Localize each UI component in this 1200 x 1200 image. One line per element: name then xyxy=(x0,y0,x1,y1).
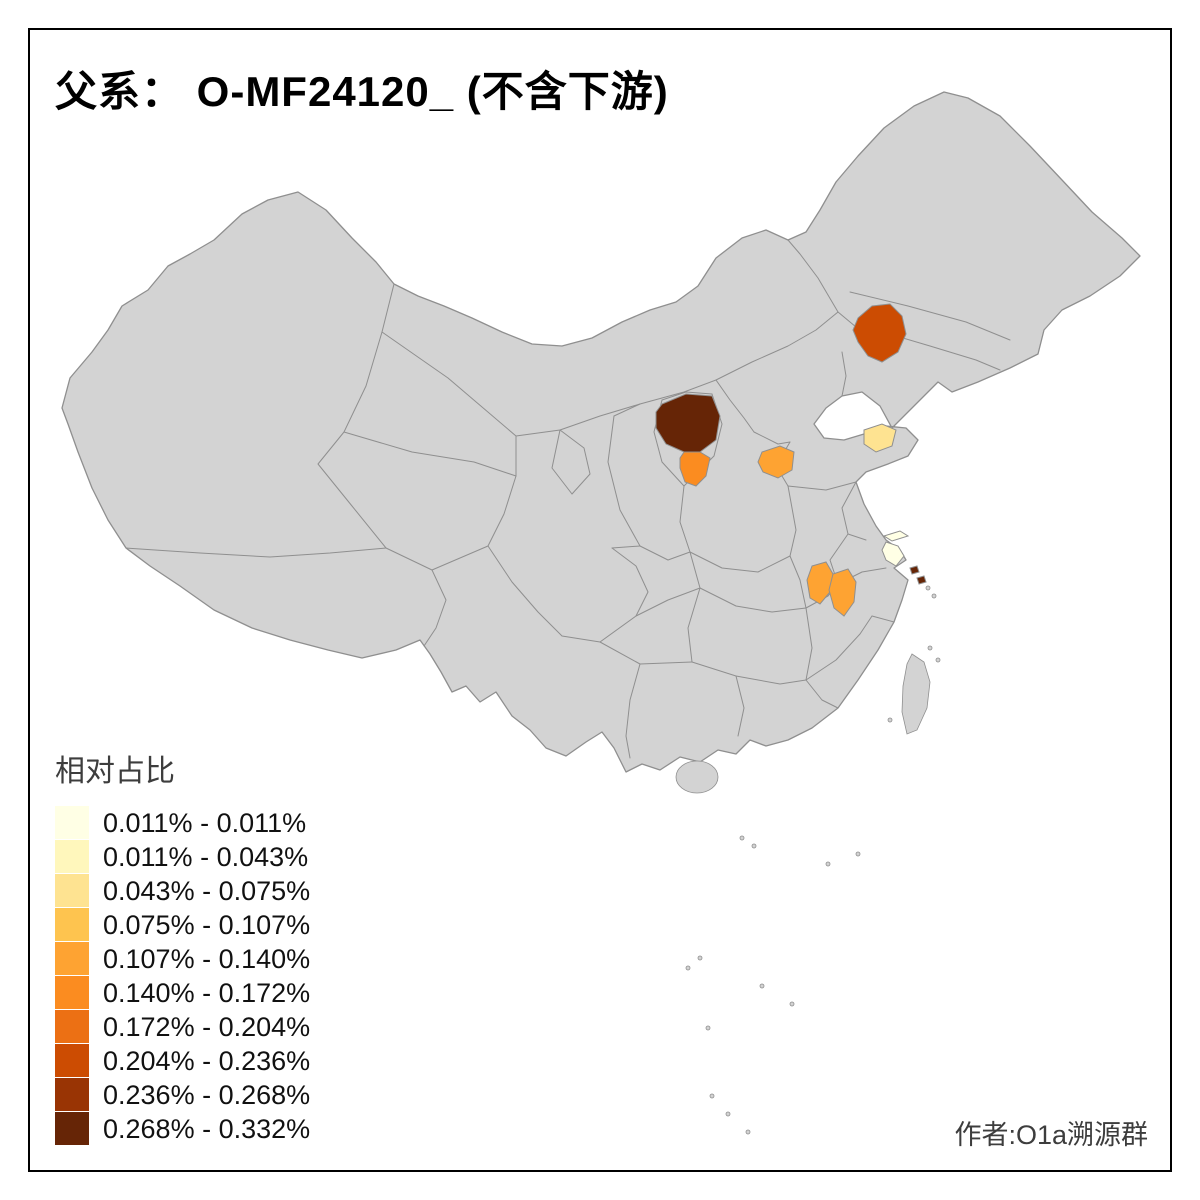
legend-swatch xyxy=(55,942,89,975)
map-region-east-sea-islet-dark-1 xyxy=(909,565,920,575)
legend-swatch xyxy=(55,1078,89,1111)
legend-item: 0.011% - 0.043% xyxy=(55,840,310,874)
legend: 相对占比 0.011% - 0.011% 0.011% - 0.043% 0.043… xyxy=(55,746,310,1146)
legend-swatch xyxy=(55,908,89,941)
legend-item: 0.107% - 0.140% xyxy=(55,942,310,976)
islands xyxy=(675,585,941,1135)
legend-label: 0.107% - 0.140% xyxy=(103,943,311,974)
map-region-mid-yangtze-east xyxy=(828,568,857,617)
legend-item: 0.075% - 0.107% xyxy=(55,908,310,942)
legend-items: 0.011% - 0.011% 0.011% - 0.043% 0.043% - 0… xyxy=(55,806,310,1146)
legend-item: 0.140% - 0.172% xyxy=(55,976,310,1010)
legend-item: 0.043% - 0.075% xyxy=(55,874,310,908)
legend-item: 0.236% - 0.268% xyxy=(55,1078,310,1112)
choropleth-regions xyxy=(655,303,927,617)
legend-label: 0.011% - 0.043% xyxy=(103,841,309,872)
page-title: 父系： O-MF24120_ (不含下游) xyxy=(55,68,669,115)
legend-title: 相对占比 xyxy=(55,755,175,788)
map-region-east-sea-islet-dark-2 xyxy=(916,575,927,585)
legend-swatch xyxy=(55,1112,89,1145)
map-region-north-central-dark xyxy=(655,393,721,453)
map-region-central-plain-orange xyxy=(757,445,795,479)
author-credit: 作者:O1a溯源群 xyxy=(954,1120,1148,1150)
legend-label: 0.172% - 0.204% xyxy=(103,1011,311,1042)
legend-label: 0.204% - 0.236% xyxy=(103,1045,311,1076)
legend-label: 0.236% - 0.268% xyxy=(103,1079,311,1110)
legend-swatch xyxy=(55,874,89,907)
taiwan-island xyxy=(901,653,931,735)
map-region-east-coast-pale xyxy=(881,541,905,567)
legend-swatch xyxy=(55,1010,89,1043)
legend-swatch xyxy=(55,840,89,873)
map-region-east-coast-islet-pale xyxy=(882,530,910,542)
legend-swatch xyxy=(55,806,89,839)
mainland-outline xyxy=(61,91,1141,773)
legend-item: 0.268% - 0.332% xyxy=(55,1112,310,1146)
legend-item: 0.011% - 0.011% xyxy=(55,806,310,840)
hainan-island xyxy=(675,760,719,794)
legend-item: 0.172% - 0.204% xyxy=(55,1010,310,1044)
legend-label: 0.075% - 0.107% xyxy=(103,909,311,940)
legend-item: 0.204% - 0.236% xyxy=(55,1044,310,1078)
legend-label: 0.140% - 0.172% xyxy=(103,977,311,1008)
map-region-north-central-south-tip xyxy=(679,451,711,487)
legend-label: 0.011% - 0.011% xyxy=(103,807,307,838)
legend-label: 0.043% - 0.075% xyxy=(103,875,311,906)
legend-swatch xyxy=(55,1044,89,1077)
legend-swatch xyxy=(55,976,89,1009)
map-region-northeast-rust xyxy=(852,303,907,363)
legend-label: 0.268% - 0.332% xyxy=(103,1113,311,1144)
map-region-mid-yangtze-west xyxy=(806,561,834,605)
map-region-east-peninsula-pale xyxy=(863,423,897,453)
